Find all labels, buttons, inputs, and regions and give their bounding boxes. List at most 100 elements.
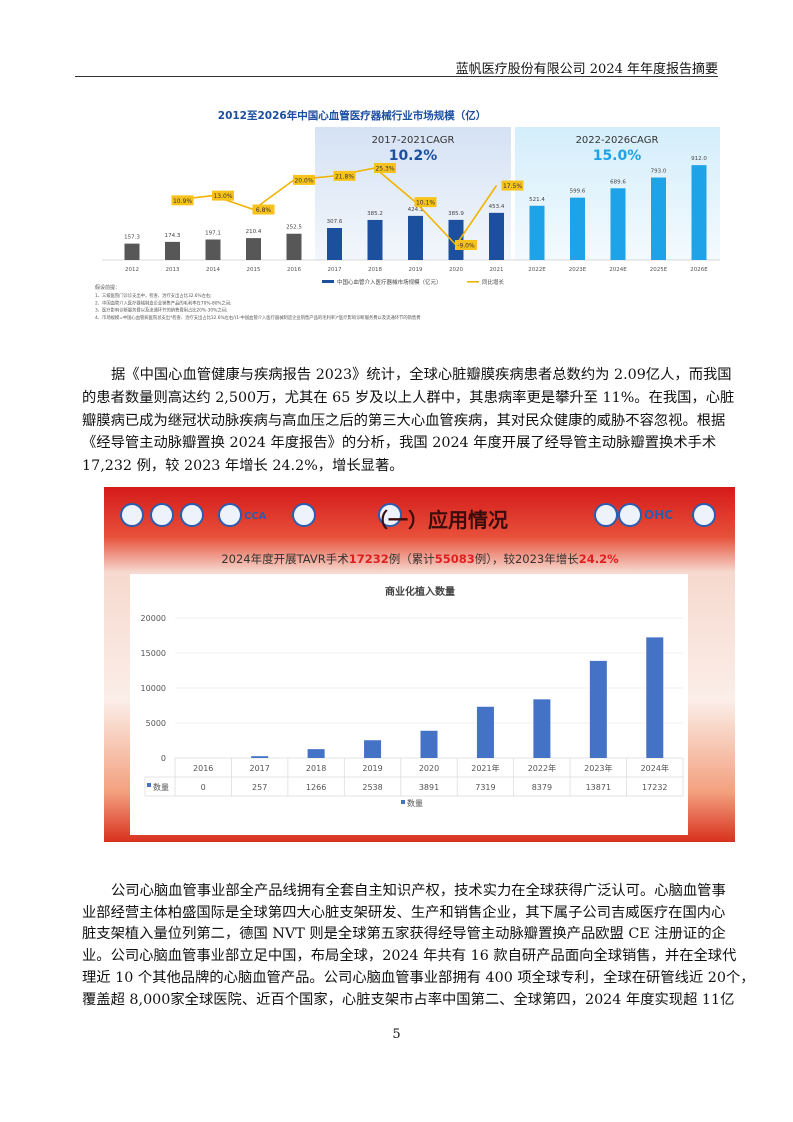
bar-value-label: 174.3	[165, 233, 181, 239]
growth-label: 10.1%	[416, 200, 435, 207]
paragraph-line: 理近 10 个其他品牌的心脑血管产品。公司心脑血管事业部拥有 400 项全球专利…	[82, 969, 755, 986]
bar-2021	[489, 212, 504, 260]
growth-label: 10.9%	[173, 198, 192, 205]
organization-logo-icon	[618, 503, 642, 527]
paragraph-line: 公司心脑血管事业部全产品线拥有全套自主知识产权，技术实力在全球获得广泛认可。心脑…	[111, 883, 726, 899]
page-header-title: 蓝帆医疗股份有限公司 2024 年年度报告摘要	[455, 62, 718, 77]
table-value: 3891	[419, 783, 439, 792]
growth-label-box	[374, 163, 396, 174]
table-value: 2538	[362, 783, 382, 792]
bar-2012	[124, 243, 140, 260]
organization-logo-icon	[180, 503, 204, 527]
x-tick-label: 2017	[328, 267, 342, 273]
bar-2013	[165, 241, 180, 260]
tavr-chart-svg: CCA OHC（一）应用情况2024年度开展TAVR手术17232例（累计5508…	[120, 503, 716, 835]
bar-2017	[251, 756, 269, 758]
x-tick-label: 2022E	[528, 267, 546, 273]
bar-2023年	[589, 660, 607, 758]
table-value: 17232	[642, 783, 667, 792]
bar-value-label: 689.6	[610, 179, 626, 185]
y-tick-label: 5000	[146, 719, 166, 728]
paragraph-line: 的患者数量则高达约 2,500万，尤其在 65 岁及以上人群中，其患病率更是攀升…	[82, 389, 735, 406]
bar-value-label: 307.6	[327, 219, 343, 225]
x-tick-label: 2020	[449, 267, 463, 273]
x-tick-label: 2021	[490, 267, 504, 273]
x-tick-label: 2012	[125, 267, 139, 273]
chart-title: 商业化植入数量	[385, 585, 455, 598]
x-tick-label: 2024E	[609, 267, 627, 273]
growth-label: 20.0%	[294, 177, 313, 184]
x-tick-label: 2018	[368, 267, 382, 273]
growth-label-box	[171, 195, 194, 206]
legend-label: 数量	[407, 798, 423, 808]
ohc-logo-text: OHC	[644, 508, 673, 522]
y-tick-label: 10000	[141, 684, 166, 693]
x-tick-label: 2026E	[690, 267, 708, 273]
note-line: 2、中国血管介入医疗器械制造企业销售产品的毛利率在70%-80%之间;	[95, 299, 232, 306]
x-tick-label: 2023E	[569, 267, 587, 273]
x-tick-label: 2013	[166, 267, 180, 273]
x-tick-label: 2016	[287, 267, 301, 273]
x-category-label: 2021年	[471, 763, 499, 773]
notes-title: 假设前提：	[95, 284, 120, 291]
paragraph-line: 瓣膜病已成为继冠状动脉疾病与高血压之后的第三大心血管疾病，其对民众健康的威胁不容…	[82, 412, 726, 429]
bar-value-label: 197.1	[205, 231, 221, 237]
subtitle-text: 2024年度开展TAVR手术	[221, 552, 349, 566]
banner-title: （一）应用情况	[368, 508, 508, 532]
cca-logo-text: CCA	[244, 511, 267, 522]
legend-bar-swatch	[322, 280, 334, 283]
x-category-label: 2016	[193, 764, 213, 773]
table-value: 0	[201, 783, 206, 792]
legend-swatch	[401, 800, 405, 804]
bar-2019	[408, 215, 423, 260]
bar-2023E	[570, 197, 585, 260]
y-tick-label: 0	[161, 754, 166, 763]
bar-2020	[420, 730, 438, 758]
bar-value-label: 912.0	[691, 156, 707, 162]
bar-2018	[367, 219, 383, 260]
bar-value-label: 599.6	[570, 189, 586, 195]
growth-label-box	[212, 190, 234, 201]
table-value: 1266	[306, 783, 326, 792]
organization-logo-icon	[150, 503, 174, 527]
growth-label: 21.8%	[335, 173, 354, 180]
organization-logo-icon	[378, 503, 402, 527]
paragraph-line: 脏支架植入量位列第二，德国 NVT 则是全球第五家获得经导管主动脉瓣置换产品欧盟…	[82, 926, 726, 943]
header-divider	[75, 76, 718, 77]
table-value: 13871	[586, 783, 611, 792]
table-series-label: 数量	[153, 782, 169, 792]
market-size-chart-svg: 2012至2026年中国心血管医疗器械行业市场规模（亿） 2017-2021CAG…	[95, 109, 720, 321]
bar-value-label: 453.4	[489, 204, 505, 210]
bar-value-label: 521.4	[529, 197, 545, 203]
x-category-label: 2017	[249, 764, 269, 773]
y-tick-label: 20000	[141, 614, 166, 623]
note-line: 4、市场规模=中国心血管病医院总支出*检查、治疗支出占比32.6%左右/(1-中…	[95, 314, 421, 321]
x-category-label: 2023年	[584, 763, 612, 773]
legend-bar-label: 中国心血管介入医疗器械市场规模（亿元）	[337, 278, 442, 286]
growth-label: 6.8%	[256, 207, 272, 214]
bar-value-label: 424.1	[408, 207, 424, 213]
paragraph-line: 据《中国心血管健康与疾病报告 2023》统计，全球心脏瓣膜疾病患者总数约为 2.…	[111, 367, 732, 383]
subtitle-text: 例），较2023年增长	[475, 552, 580, 566]
growth-label-box	[455, 240, 477, 251]
chart-title: 2012至2026年中国心血管医疗器械行业市场规模（亿）	[218, 109, 486, 122]
bar-value-label: 385.2	[367, 211, 383, 217]
growth-label: -9.0%	[457, 243, 475, 250]
bar-2024E	[610, 188, 626, 260]
paragraph-line: 17,232 例，较 2023 年增长 24.2%，增长显著。	[82, 458, 404, 475]
note-line: 3、医疗影响诊断服务费以及流通环节的销售费用占比20%-30%之间;	[95, 307, 227, 314]
bar-2018	[307, 749, 325, 758]
cagr-value: 10.2%	[389, 148, 438, 164]
growth-label-box	[501, 180, 524, 191]
x-category-label: 2018	[306, 764, 326, 773]
cagr-label: 2022-2026CAGR	[576, 135, 659, 146]
x-category-label: 2022年	[528, 763, 556, 773]
table-value: 8379	[532, 783, 552, 792]
growth-label-box	[252, 204, 275, 215]
table-value: 257	[252, 783, 267, 792]
x-tick-label: 2015	[247, 267, 261, 273]
market-size-chart: 2012至2026年中国心血管医疗器械行业市场规模（亿） 2017-2021CAG…	[82, 100, 720, 340]
note-line: 1、三级医院门诊诊支出中，检查、治疗支出占比32.6%左右;	[95, 292, 212, 299]
bar-value-label: 385.9	[448, 211, 464, 217]
legend-line-swatch	[467, 281, 479, 283]
